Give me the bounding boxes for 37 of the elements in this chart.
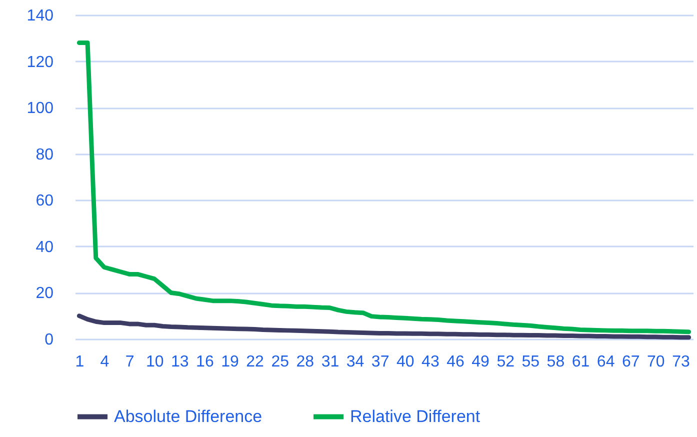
x-tick-label: 22 <box>246 354 264 370</box>
x-tick-label: 70 <box>647 354 665 370</box>
x-tick-label: 58 <box>546 354 565 370</box>
y-tick-label: 20 <box>36 285 54 302</box>
x-tick-label: 40 <box>396 354 414 370</box>
y-tick-label: 60 <box>36 192 54 210</box>
line-series <box>76 314 692 340</box>
y-tick-label: 80 <box>36 146 54 164</box>
x-tick-label: 67 <box>622 354 640 370</box>
legend-label: Absolute Difference <box>114 406 262 426</box>
x-tick-label: 19 <box>221 354 239 370</box>
x-tick-label: 73 <box>672 354 690 370</box>
x-tick-label: 28 <box>296 354 314 370</box>
y-tick-label: 40 <box>36 238 54 256</box>
x-tick-label: 4 <box>100 354 110 370</box>
y-tick-label: 140 <box>26 8 54 24</box>
x-tick-label: 37 <box>371 354 390 370</box>
x-tick-label: 64 <box>596 354 615 370</box>
x-tick-label: 25 <box>271 354 290 370</box>
x-tick-label: 7 <box>125 354 134 370</box>
x-tick-label: 55 <box>522 354 540 370</box>
x-tick-label: 46 <box>446 354 464 370</box>
y-tick-label: 0 <box>44 332 54 348</box>
line-series <box>76 40 692 334</box>
y-tick-label: 120 <box>26 54 54 71</box>
x-tick-label: 10 <box>146 354 164 370</box>
x-tick-label: 31 <box>321 354 340 370</box>
legend-label: Relative Different <box>350 406 480 426</box>
x-tick-label: 52 <box>496 354 515 370</box>
x-tick-label: 16 <box>196 354 214 370</box>
x-tick-label: 43 <box>422 354 440 370</box>
x-tick-label: 1 <box>75 354 84 370</box>
y-tick-label: 100 <box>26 100 54 118</box>
x-tick-label: 61 <box>572 354 590 370</box>
x-tick-label: 49 <box>472 354 490 370</box>
x-tick-label: 34 <box>346 354 364 370</box>
x-tick-label: 13 <box>170 354 189 370</box>
